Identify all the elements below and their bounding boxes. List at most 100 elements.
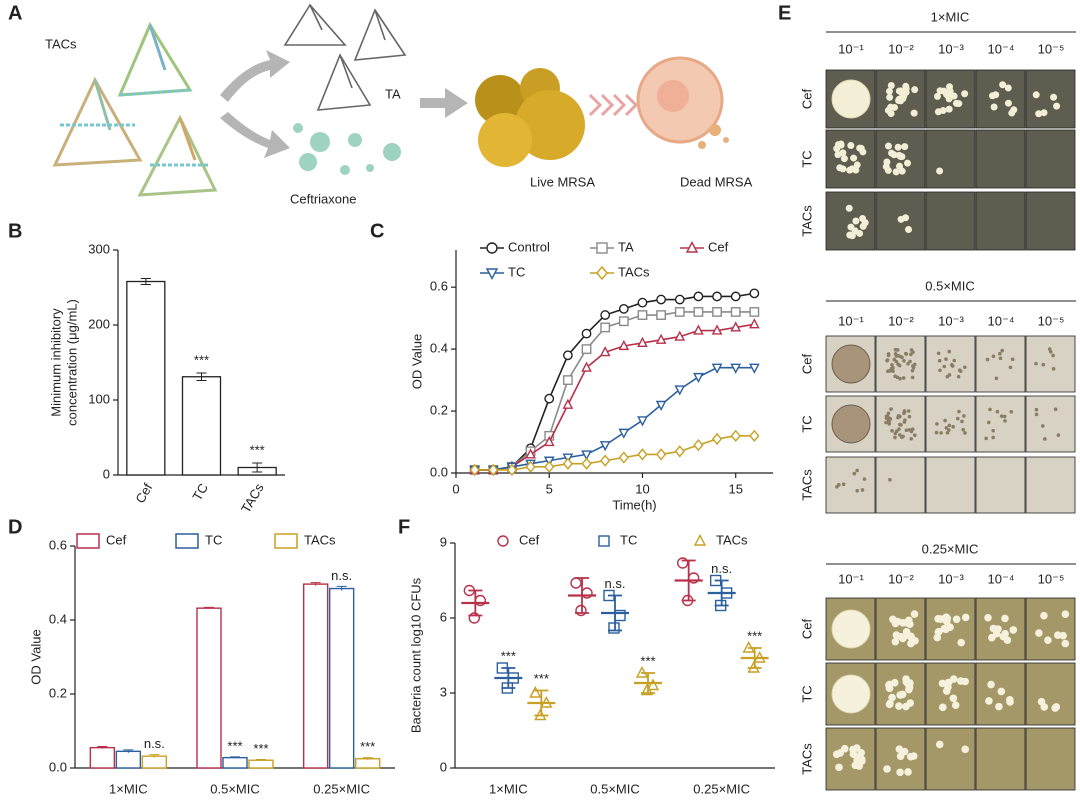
legend-label: TACs <box>618 264 650 279</box>
marker <box>730 291 741 302</box>
marker <box>618 451 629 464</box>
plate <box>875 456 926 514</box>
colony <box>884 420 888 425</box>
colony <box>999 414 1004 418</box>
colony <box>1061 610 1070 618</box>
plate <box>825 456 876 514</box>
colony <box>949 694 958 703</box>
colony <box>936 351 941 356</box>
colony <box>839 149 847 157</box>
colony <box>999 632 1008 641</box>
y-tick-label: 0.2 <box>430 402 448 417</box>
marker <box>497 535 509 547</box>
legend-label: Cef <box>708 239 729 254</box>
colony <box>884 166 892 174</box>
y-tick-label: 0.0 <box>49 759 67 774</box>
colony <box>888 368 892 373</box>
marker <box>581 328 592 339</box>
row-label: Cef <box>799 618 814 639</box>
colony <box>907 639 915 648</box>
colony <box>944 678 953 687</box>
colony <box>951 701 960 710</box>
y-axis-label: concentration (μg/mL) <box>64 299 79 426</box>
colony <box>947 373 952 377</box>
colony <box>933 92 941 100</box>
marker <box>600 322 611 333</box>
bar <box>89 746 116 769</box>
colony <box>950 363 954 367</box>
plate <box>975 191 1026 251</box>
colony <box>895 375 900 380</box>
error-bar <box>362 757 373 760</box>
plate <box>975 335 1026 393</box>
dilution: 10⁻⁵ <box>1038 313 1065 328</box>
marker <box>730 363 742 374</box>
colony <box>934 430 939 435</box>
marker <box>529 685 542 698</box>
error-bar <box>256 758 266 761</box>
colony <box>946 93 954 101</box>
marker <box>618 428 630 439</box>
panel-label: D <box>8 516 22 538</box>
marker <box>596 242 608 254</box>
y-axis-label: Minimum inhibitory <box>48 308 63 417</box>
plate <box>1025 597 1076 661</box>
colony <box>898 90 906 98</box>
colony <box>955 416 960 421</box>
colony <box>1034 361 1038 366</box>
colony <box>893 351 898 356</box>
marker <box>685 240 699 253</box>
y-tick-label: 0.0 <box>430 464 448 479</box>
marker <box>655 400 667 411</box>
colony <box>1050 93 1058 101</box>
colony <box>939 703 947 712</box>
row-label: TACs <box>799 205 814 237</box>
y-tick-label: 0.4 <box>49 611 67 626</box>
x-tick-label: 0.5×MIC <box>210 781 260 796</box>
colony <box>849 745 857 754</box>
colony <box>943 418 947 423</box>
error-bar <box>336 585 347 591</box>
colony <box>896 415 900 420</box>
marker <box>712 291 722 302</box>
colony <box>904 159 912 167</box>
marker <box>712 307 722 317</box>
colony <box>942 687 951 695</box>
colony <box>935 740 944 749</box>
colony <box>886 93 894 101</box>
colony <box>904 352 909 356</box>
colony <box>1006 695 1014 704</box>
annotation: *** <box>194 352 209 367</box>
colony <box>887 82 895 90</box>
colony <box>900 435 904 440</box>
annotation: *** <box>227 738 242 753</box>
colony <box>837 140 845 148</box>
colony <box>891 637 900 646</box>
colony <box>902 411 906 416</box>
dead-mrsa <box>636 56 729 149</box>
plate <box>975 456 1026 514</box>
legend-label: TACs <box>304 532 336 547</box>
bar <box>196 607 222 769</box>
colony <box>907 427 912 432</box>
series-line <box>474 292 755 471</box>
plate <box>925 456 976 514</box>
lawn <box>831 344 871 384</box>
dilution: 10⁻¹ <box>838 313 864 328</box>
colony <box>905 225 913 233</box>
annotation: *** <box>360 739 375 754</box>
error-bar <box>714 579 729 607</box>
marker <box>730 321 742 332</box>
colony <box>1041 362 1046 367</box>
colony <box>840 155 848 163</box>
ceftriaxone <box>293 123 401 175</box>
colony <box>895 97 903 105</box>
marker <box>581 361 592 372</box>
colony <box>942 625 950 634</box>
block-title: 0.25×MIC <box>922 541 979 556</box>
colony <box>1008 365 1013 370</box>
colony <box>1009 626 1018 634</box>
colony <box>901 376 906 380</box>
x-tick-label: 15 <box>728 481 742 496</box>
colony <box>855 468 859 473</box>
